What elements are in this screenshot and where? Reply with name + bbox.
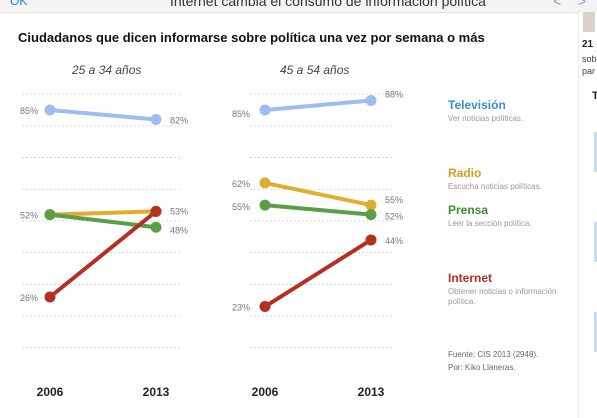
data-label: 52% [20, 211, 38, 221]
sidebar-next-article[interactable]: 21 sob par T [578, 12, 597, 418]
legend-item-internet: Internet Obtener noticias o información … [448, 271, 568, 307]
legend-desc: Leer la sección política. [448, 219, 532, 228]
data-label: 44% [385, 236, 403, 246]
data-label: 23% [232, 303, 250, 313]
data-label: 53% [170, 206, 188, 216]
legend-name: Radio [448, 166, 482, 180]
article-snippet: sob [582, 54, 597, 64]
data-point [259, 104, 271, 116]
x-tick-label: 2013 [358, 385, 385, 399]
legend-name: Prensa [448, 203, 489, 217]
legend-desc: Obtener noticias o información política. [448, 287, 557, 306]
legend-desc: Ver noticias políticas. [448, 114, 524, 123]
data-label: 55% [385, 195, 403, 205]
x-tick-label: 2006 [37, 385, 64, 399]
ok-button[interactable]: OK [10, 0, 28, 8]
data-point [150, 221, 162, 233]
article-card[interactable] [594, 312, 597, 352]
legend-item-prensa: Prensa Leer la sección política. [448, 203, 568, 229]
legend-desc: Escucha noticias políticas. [448, 182, 542, 191]
data-label: 88% [385, 89, 403, 99]
data-point [150, 205, 162, 217]
data-point [365, 209, 377, 221]
series-line [48, 209, 158, 299]
x-tick-label: 2013 [143, 385, 170, 399]
source-note: Fuente: CIS 2013 (2948). Por: Kiko Llane… [448, 348, 538, 374]
legend-name: Televisión [448, 98, 506, 112]
data-point [44, 104, 56, 116]
article-card[interactable] [594, 132, 597, 172]
legend-name: Internet [448, 271, 493, 285]
data-label: 55% [232, 202, 250, 212]
data-label: 48% [170, 225, 188, 235]
data-label: 85% [232, 109, 250, 119]
forward-icon[interactable]: > [578, 0, 587, 9]
data-point [44, 209, 56, 221]
data-point [259, 199, 271, 211]
data-point [365, 234, 377, 246]
data-label: 85% [20, 106, 38, 116]
thumbnail [583, 12, 595, 32]
data-label: 52% [385, 212, 403, 222]
series-line [48, 209, 158, 217]
series-line [263, 180, 373, 208]
panel-title-young: 25 a 34 años [72, 63, 142, 77]
data-label: 62% [232, 179, 250, 189]
article-heading: T [592, 90, 597, 102]
series-line [263, 237, 373, 309]
data-label: 26% [20, 293, 38, 303]
data-label: 82% [170, 116, 188, 126]
series-line [48, 108, 158, 122]
browser-top-bar: OK Internet cambia el consumo de informa… [0, 0, 597, 13]
legend-item-radio: Radio Escucha noticias políticas. [448, 166, 568, 192]
data-point [44, 291, 56, 303]
chart-title: Ciudadanos que dicen informarse sobre po… [18, 30, 485, 45]
data-point [365, 199, 377, 211]
back-icon[interactable]: < [553, 0, 562, 9]
data-point [259, 177, 271, 189]
legend-item-television: Televisión Ver noticias políticas. [448, 98, 568, 124]
x-tick-label: 2006 [252, 385, 279, 399]
source-text: Fuente: CIS 2013 (2948). [448, 350, 539, 359]
data-point [259, 301, 271, 313]
series-line [263, 203, 373, 217]
data-point [365, 94, 377, 106]
article-snippet: par [582, 66, 596, 76]
panel-title-older: 45 a 54 años [280, 63, 350, 77]
data-point [150, 114, 162, 126]
page-title: Internet cambia el consumo de informació… [170, 0, 486, 9]
article-number: 21 [582, 39, 594, 50]
series-line [263, 98, 373, 112]
author-text: Por: Kiko Llaneras. [448, 363, 516, 372]
article-card[interactable] [594, 222, 597, 262]
